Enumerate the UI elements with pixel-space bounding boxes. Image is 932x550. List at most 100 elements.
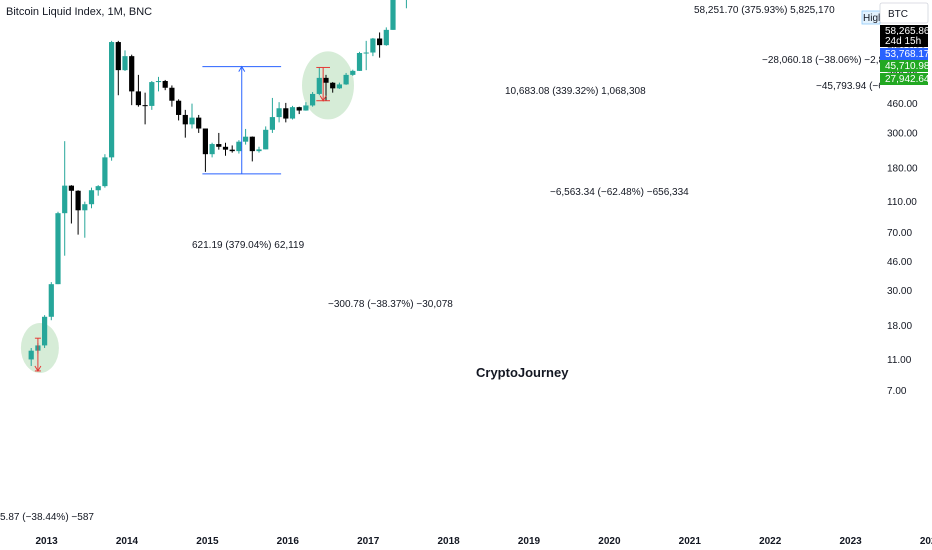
price-tag: 24d 15h <box>880 35 928 47</box>
candle-body <box>42 316 48 346</box>
chart-title: Bitcoin Liquid Index, 1M, BNC <box>6 6 153 18</box>
candle <box>182 109 188 138</box>
price-tag-label: 45,710.98 <box>885 61 930 72</box>
candle-body <box>243 136 249 142</box>
candle <box>283 102 289 123</box>
candle <box>350 69 356 76</box>
candle-body <box>102 157 108 187</box>
candle-body <box>209 144 215 155</box>
candle <box>276 102 282 123</box>
candle-body <box>229 149 235 152</box>
candle <box>189 103 195 129</box>
measure-label: 5.87 (−38.44%) −587 <box>0 512 94 523</box>
candle <box>336 82 342 89</box>
price-tag-bg <box>880 35 928 47</box>
candle-body <box>310 93 316 106</box>
candle-body <box>109 42 115 158</box>
y-tick-label: 180.00 <box>887 163 918 174</box>
candle <box>269 97 275 133</box>
candle <box>176 99 182 121</box>
x-tick-label: 2023 <box>839 536 862 547</box>
candle-body <box>115 42 121 71</box>
candle <box>363 40 369 71</box>
candle-body <box>370 38 376 53</box>
y-tick-label: 30.00 <box>887 286 912 297</box>
measure-tool <box>316 66 330 102</box>
price-tag-bg <box>880 60 928 72</box>
candle <box>102 154 108 188</box>
candle-body <box>363 52 369 54</box>
candle <box>296 106 302 115</box>
candle-body <box>303 105 309 111</box>
candle <box>289 105 296 120</box>
candle <box>343 72 349 85</box>
candle-body <box>316 77 322 94</box>
high-label: High <box>863 13 884 24</box>
candle <box>162 79 168 91</box>
x-tick-label: 2024 <box>920 536 932 547</box>
candle <box>48 282 54 321</box>
measure-label: −300.78 (−38.37%) −30,078 <box>328 299 453 310</box>
candle <box>356 51 363 72</box>
candle-body <box>48 284 54 317</box>
x-tick-label: 2019 <box>518 536 541 547</box>
price-tag-label: 53,768.17 <box>885 49 930 60</box>
candle <box>75 190 81 235</box>
candle-body <box>196 117 202 129</box>
measure-arrow <box>34 365 42 372</box>
candle <box>209 142 215 158</box>
candle-body <box>269 117 275 130</box>
candle-body <box>142 105 148 107</box>
measure-arrow <box>238 65 246 72</box>
candle <box>330 82 336 93</box>
measure-label: −45,793.94 (−62.0 <box>816 81 898 92</box>
y-tick-label: 460.00 <box>887 99 918 110</box>
candle <box>243 128 249 145</box>
candle-body <box>75 190 81 211</box>
measure-tool <box>34 337 42 372</box>
candle-body <box>176 100 182 115</box>
measure-label: 621.19 (379.04%) 62,119 <box>192 240 305 251</box>
x-tick-label: 2018 <box>437 536 460 547</box>
candle-body <box>129 56 135 92</box>
price-tag-label: 58,265.86 <box>885 26 930 37</box>
candle <box>95 185 101 196</box>
candle-body <box>330 82 336 89</box>
candle <box>390 0 396 30</box>
candle <box>249 136 255 162</box>
candle-body <box>149 82 155 106</box>
candle-body <box>28 350 34 360</box>
highlight-circle <box>302 51 354 120</box>
watermark: CryptoJourney <box>476 365 569 380</box>
y-tick-label: 300.00 <box>887 128 918 139</box>
candle <box>135 74 141 107</box>
candle-body <box>390 0 396 30</box>
x-tick-label: 2013 <box>35 536 58 547</box>
candle <box>377 32 383 58</box>
candle <box>62 141 68 256</box>
measure-label: −28,060.18 (−38.06%) −2,806,018 <box>762 55 915 66</box>
candle-body <box>135 91 141 106</box>
price-tag-bg <box>880 25 928 37</box>
measure-arrow <box>319 95 327 102</box>
candle-body <box>189 117 195 125</box>
candle-body <box>122 56 128 71</box>
y-tick-label: 70.00 <box>887 228 912 239</box>
candle-body <box>182 114 188 125</box>
candle <box>316 67 322 96</box>
price-tag-bg <box>880 73 928 85</box>
candle-body <box>356 53 363 71</box>
candle <box>383 27 389 46</box>
price-tag-label: 24d 15h <box>885 36 921 47</box>
measure-tool <box>202 65 282 175</box>
measure-label: 58,251.70 (375.93%) 5,825,170 <box>694 5 835 16</box>
candle <box>196 114 202 133</box>
price-tag-label: 27,942.64 <box>885 74 930 85</box>
candle-body <box>216 144 222 147</box>
candle <box>263 126 269 150</box>
x-tick-label: 2021 <box>679 536 702 547</box>
candle-body <box>256 149 262 152</box>
candle <box>310 92 316 107</box>
